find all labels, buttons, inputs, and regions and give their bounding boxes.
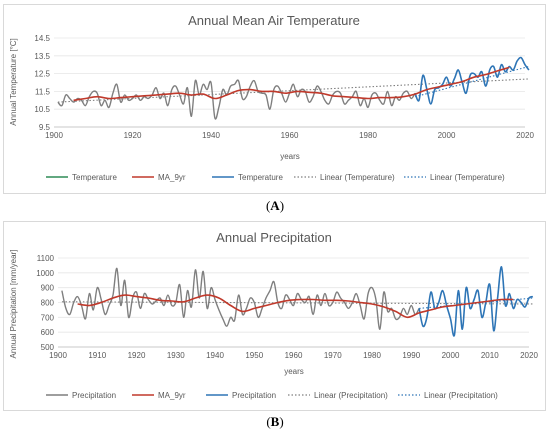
tick-labels: 9.5 10.5 11.5 12.5 13.5 14.5 1900 1920 1940 1960 1… <box>34 34 534 140</box>
x-tick-label: 2020 <box>520 351 538 360</box>
x-tick-label: 1980 <box>363 351 381 360</box>
y-tick-label: 600 <box>41 328 55 337</box>
x-axis-label: years <box>280 152 300 161</box>
x-tick-label: 1980 <box>359 131 377 140</box>
x-tick-label: 2000 <box>438 131 456 140</box>
y-tick-label: 12.5 <box>34 70 50 79</box>
y-tick-label: 700 <box>41 313 55 322</box>
y-tick-label: 500 <box>41 343 55 352</box>
temperature-chart-panel: Annual Mean Air Temperature Annual Tempe… <box>3 4 546 194</box>
series-line-historical <box>61 267 420 330</box>
x-tick-label: 1910 <box>88 351 106 360</box>
legend-label: Linear (Temperature) <box>430 173 505 182</box>
series-line-historical <box>57 79 416 120</box>
x-tick-label: 1950 <box>245 351 263 360</box>
tick-labels: 500 600 700 800 900 1000 1100 1900 1910 1920 1930 1… <box>36 254 538 360</box>
x-tick-label: 2000 <box>442 351 460 360</box>
y-tick-label: 14.5 <box>34 34 50 43</box>
y-axis-label: Annual Temperature [°C] <box>9 38 18 126</box>
y-tick-label: 11.5 <box>35 87 51 96</box>
x-tick-label: 1940 <box>206 351 224 360</box>
temperature-chart: Annual Mean Air Temperature Annual Tempe… <box>9 13 534 182</box>
y-axis-label: Annual Precipitation [mm/year] <box>9 250 18 359</box>
series-line-recent <box>414 56 530 105</box>
legend-label: MA_9yr <box>158 391 186 400</box>
legend: Precipitation MA_9yr Precipitation Linear (… <box>46 391 498 400</box>
x-tick-label: 1940 <box>202 131 220 140</box>
legend-label: Linear (Precipitation) <box>314 391 388 400</box>
y-tick-label: 1000 <box>36 269 54 278</box>
x-tick-label: 1920 <box>124 131 142 140</box>
trend-line <box>414 65 530 98</box>
x-tick-label: 1900 <box>49 351 67 360</box>
chart-title: Annual Precipitation <box>216 230 332 245</box>
x-axis-label: years <box>284 367 304 376</box>
figure-caption-b: (B) <box>266 414 284 429</box>
plot-area <box>61 266 534 337</box>
x-tick-label: 1930 <box>167 351 185 360</box>
precipitation-chart: Annual Precipitation Annual Precipitatio… <box>9 230 538 400</box>
chart-title: Annual Mean Air Temperature <box>188 13 360 28</box>
plot-area <box>57 56 530 120</box>
legend-label: MA_9yr <box>158 173 186 182</box>
trend-line <box>57 78 529 103</box>
x-tick-label: 1960 <box>285 351 303 360</box>
legend-label: Linear (Precipitation) <box>424 391 498 400</box>
series-line-ma-9yr <box>77 294 514 319</box>
legend-label: Temperature <box>72 173 117 182</box>
x-tick-label: 2020 <box>516 131 534 140</box>
y-tick-label: 800 <box>41 299 55 308</box>
legend-label: Linear (Temperature) <box>320 173 395 182</box>
y-tick-label: 13.5 <box>34 52 50 61</box>
x-tick-label: 1900 <box>45 131 63 140</box>
legend: Temperature MA_9yr Temperature Linear (Temp… <box>46 173 505 182</box>
legend-label: Precipitation <box>72 391 116 400</box>
x-tick-label: 1960 <box>281 131 299 140</box>
legend-label: Temperature <box>238 173 283 182</box>
legend-label: Precipitation <box>232 391 276 400</box>
y-tick-label: 9.5 <box>39 123 51 132</box>
x-tick-label: 1970 <box>324 351 342 360</box>
figure-caption-a: (A) <box>265 198 285 213</box>
precipitation-chart-panel: Annual Precipitation Annual Precipitatio… <box>3 221 546 411</box>
y-tick-label: 10.5 <box>34 105 50 114</box>
series-line-recent <box>418 266 534 337</box>
series-line-ma-9yr <box>73 66 510 102</box>
x-tick-label: 2010 <box>481 351 499 360</box>
trend-line <box>61 301 533 305</box>
y-tick-label: 1100 <box>37 254 55 263</box>
x-tick-label: 1990 <box>402 351 420 360</box>
y-tick-label: 900 <box>41 284 55 293</box>
x-tick-label: 1920 <box>128 351 146 360</box>
